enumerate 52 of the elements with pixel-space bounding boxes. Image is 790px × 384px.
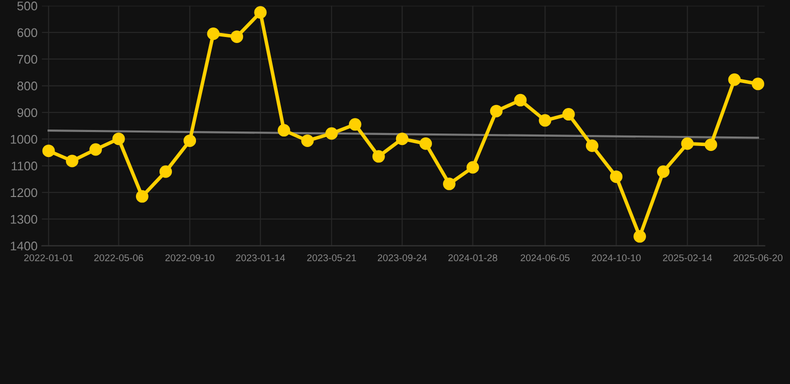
point [419, 137, 432, 150]
point [562, 108, 575, 121]
point [348, 118, 362, 131]
point [372, 150, 385, 163]
point [681, 137, 694, 150]
x-tick-label: 2023-09-24 [378, 254, 427, 262]
point [728, 73, 741, 86]
point [89, 143, 102, 156]
point [42, 144, 55, 158]
x-tick-label: 2024-01-28 [448, 254, 498, 262]
point [254, 6, 267, 19]
y-tick-label: 600 [17, 28, 38, 38]
x-tick-label: 2025-02-14 [663, 254, 712, 262]
point [657, 165, 670, 178]
point [396, 132, 408, 146]
point [301, 134, 314, 147]
point [752, 78, 764, 90]
point [466, 161, 480, 174]
x-tick-label: 2024-10-10 [592, 254, 641, 262]
y-tick-label: 800 [17, 82, 38, 90]
point [586, 140, 598, 152]
x-tick-label: 2022-09-10 [165, 254, 214, 262]
y-tick-label: 1300 [10, 214, 38, 224]
point [136, 190, 148, 203]
point [230, 30, 244, 43]
y-tick-label: 1000 [10, 134, 38, 144]
y-tick-label: 500 [17, 2, 38, 10]
x-tick-label: 2022-05-06 [94, 254, 144, 262]
point [325, 127, 338, 140]
point [207, 28, 220, 40]
x-tick-label: 2025-06-20 [734, 254, 782, 262]
point [159, 165, 172, 178]
point [184, 134, 196, 147]
point [704, 138, 718, 151]
y-tick-label: 900 [17, 108, 38, 118]
point [490, 104, 503, 118]
x-tick-label: 2024-06-05 [520, 254, 570, 262]
point [442, 178, 456, 190]
point [278, 124, 290, 137]
x-tick-label: 2023-05-21 [307, 254, 356, 262]
y-tick-label: 1100 [12, 162, 38, 170]
point [112, 132, 125, 146]
x-tick-label: 2022-01-01 [24, 254, 73, 262]
point [514, 94, 527, 106]
x-tick-label: 2023-01-14 [236, 254, 285, 262]
y-tick-label: 1400 [10, 242, 38, 250]
point [538, 114, 552, 127]
point [66, 154, 78, 168]
y-tick-label: 1200 [10, 188, 38, 198]
point [634, 230, 646, 243]
point [610, 170, 622, 183]
y-tick-label: 700 [17, 54, 38, 64]
